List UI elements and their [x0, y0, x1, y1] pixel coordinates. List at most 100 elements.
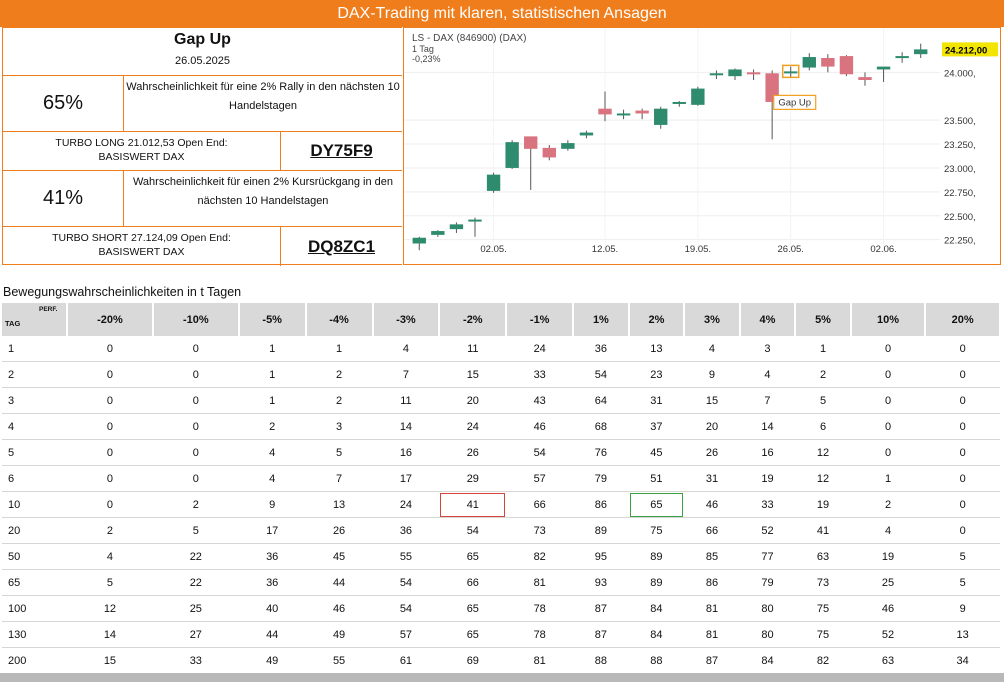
table-row: 200 15 33 49 55 61 69 81 88 88 87 84 82 63 34	[2, 647, 1000, 674]
table-cell: 29	[439, 465, 507, 492]
table-cell: 34	[925, 647, 1000, 674]
table-cell: 26	[305, 517, 373, 544]
signal-date: 26.05.2025	[174, 55, 231, 67]
table-cell: 40	[238, 595, 306, 622]
table-cell: 0	[925, 336, 1000, 362]
table-cell: 81	[684, 595, 740, 622]
rally-description: Wahrscheinlichkeit für eine 2% Rally in …	[124, 76, 402, 132]
turbo-long-code[interactable]: DY75F9	[281, 132, 402, 171]
table-cell: 89	[573, 517, 629, 544]
table-cell: 1	[850, 465, 926, 492]
table-cell: 95	[573, 543, 629, 570]
table-cell: 75	[795, 621, 851, 648]
table-cell: 79	[739, 569, 796, 596]
turbo-long-label: TURBO LONG 21.012,53 Open End: BASISWERT…	[3, 132, 281, 171]
chart-axes: 24.000, 23.500, 23.250, 23.000, 22.750, 22.50…	[480, 42, 998, 255]
column-header: -3%	[372, 303, 441, 336]
table-cell: 26	[439, 439, 507, 466]
table-cell: 0	[152, 413, 239, 440]
table-cell: 5	[925, 543, 1000, 570]
y-tick-label: 23.000,	[944, 164, 976, 175]
table-cell: 7	[372, 361, 440, 388]
y-tick-label: 22.750,	[944, 188, 976, 199]
table-cell: 52	[850, 621, 926, 648]
table-cell: 2	[850, 491, 926, 518]
candle-body	[486, 174, 501, 191]
table-cell: 0	[925, 517, 1000, 544]
table-cell: 0	[67, 361, 153, 388]
table-cell: 19	[739, 465, 796, 492]
table-cell: 3	[739, 336, 796, 362]
table-cell: 0	[152, 361, 239, 388]
turbo-short-code[interactable]: DQ8ZC1	[307, 236, 376, 256]
table-cell: 22	[152, 569, 239, 596]
table-cell: 54	[439, 517, 507, 544]
table-cell: 15	[439, 361, 507, 388]
column-header: 1%	[573, 303, 630, 336]
candle-body	[784, 71, 798, 74]
candle-body	[468, 219, 482, 222]
table-cell: 87	[684, 647, 740, 674]
table-cell: 55	[305, 647, 373, 674]
table-cell: 69	[439, 647, 507, 674]
table-cell: 0	[67, 413, 153, 440]
table-cell: 14	[67, 621, 153, 648]
table-row: 20 2 5 17 26 36 54 73 89 75 66 52 41 4 0	[2, 517, 1000, 544]
table-cell: 5	[925, 569, 1000, 596]
table-cell: 52	[739, 517, 796, 544]
table-cell: 9	[238, 491, 306, 518]
table-cell: 13	[305, 491, 373, 518]
table-cell: 0	[850, 336, 926, 362]
table-cell: 9	[684, 361, 740, 388]
table-cell: 24	[439, 413, 507, 440]
table-row: 100 12 25 40 46 54 65 78 87 84 81 80 75 46 9	[2, 595, 1000, 622]
table-cell: 77	[739, 543, 796, 570]
table-cell: 5	[152, 517, 239, 544]
table-cell: 5	[795, 387, 851, 414]
table-cell: 45	[628, 439, 685, 466]
table-cell: 33	[739, 491, 796, 518]
table-cell: 79	[573, 465, 629, 492]
table-cell: 19	[795, 491, 851, 518]
table-cell: 57	[372, 621, 440, 648]
table-cell: 65	[628, 491, 685, 518]
table-cell: 84	[628, 621, 685, 648]
table-cell: 82	[506, 543, 574, 570]
chart-subtitle: 1 Tag	[412, 44, 434, 54]
table-cell: 84	[628, 595, 685, 622]
column-header: 20%	[925, 303, 1001, 336]
table-cell: 82	[795, 647, 851, 674]
table-cell: 12	[795, 465, 851, 492]
table-cell: 1	[238, 361, 306, 388]
table-cell: 9	[925, 595, 1000, 622]
table-cell: 0	[67, 491, 153, 518]
table-cell: 65	[439, 543, 507, 570]
price-chart[interactable]: 24.000, 23.500, 23.250, 23.000, 22.750, 22.50…	[403, 27, 1001, 265]
signal-title: Gap Up	[174, 31, 231, 48]
table-cell: 22	[152, 543, 239, 570]
x-tick-label: 02.06.	[870, 244, 896, 255]
table-cell: 0	[67, 439, 153, 466]
drop-probability: 41%	[3, 171, 124, 227]
y-tick-label: 24.000,	[944, 68, 976, 79]
table-cell: 0	[925, 413, 1000, 440]
table-cell: 11	[372, 387, 440, 414]
candle-body	[672, 101, 686, 104]
table-cell: 2	[238, 413, 306, 440]
table-cell: 36	[238, 543, 306, 570]
table-cell: 45	[305, 543, 373, 570]
table-cell: 20	[439, 387, 507, 414]
table-cell: 6	[795, 413, 851, 440]
table-cell: 49	[305, 621, 373, 648]
table-cell: 73	[795, 569, 851, 596]
table-cell: 66	[684, 517, 740, 544]
candle-body	[505, 142, 519, 168]
candle-body	[858, 77, 872, 80]
table-cell: 85	[684, 543, 740, 570]
table-cell: 2	[305, 387, 373, 414]
table-body: 1 0 0 1 1 4 11 24 36 13 4 3 1 0 0 2 0 0 1 2 7 15 33 54 23 9 4 2 0 0 3 0…	[2, 336, 1000, 674]
x-tick-label: 26.05.	[778, 244, 804, 255]
chart-title: LS - DAX (846900) (DAX)	[412, 33, 527, 44]
last-price-label: 24.212,00	[945, 45, 987, 56]
candle-body	[542, 147, 556, 158]
